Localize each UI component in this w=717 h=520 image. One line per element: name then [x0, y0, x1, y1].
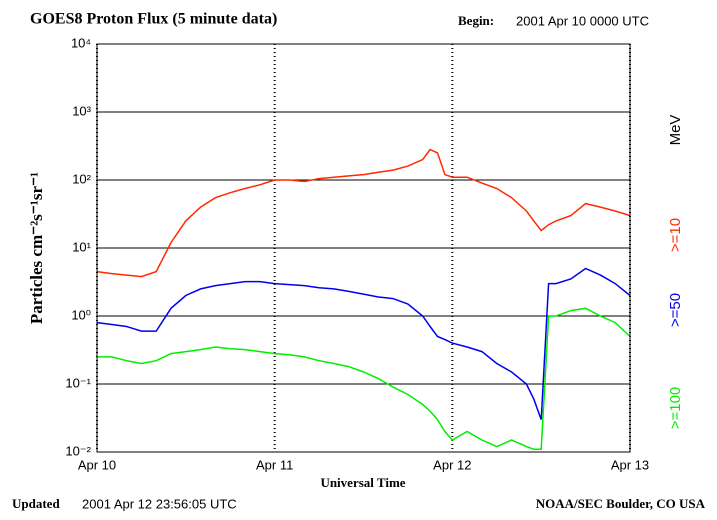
y-tick-label: 10³ [72, 103, 91, 118]
y-tick-label: 10⁴ [71, 35, 91, 50]
updated-label: Updated [12, 496, 60, 511]
x-tick-label: Apr 12 [433, 457, 471, 472]
y-tick-label: 10⁻² [65, 443, 91, 458]
legend-label: >=100 [667, 387, 684, 430]
begin-value: 2001 Apr 10 0000 UTC [516, 13, 649, 28]
begin-label: Begin: [458, 13, 494, 28]
source: NOAA/SEC Boulder, CO USA [536, 496, 706, 511]
chart-title: GOES8 Proton Flux (5 minute data) [30, 11, 277, 28]
series-line [96, 267, 631, 420]
y-axis-label: Particles cm⁻²s⁻¹sr⁻¹ [27, 172, 46, 324]
series-line [96, 148, 631, 278]
series-line [97, 307, 631, 450]
x-tick-label: Apr 10 [78, 457, 116, 472]
y-tick-label: 10² [72, 171, 91, 186]
y-tick-label: 10¹ [72, 239, 91, 254]
y-tick-label: 10⁰ [71, 307, 91, 322]
updated-value: 2001 Apr 12 23:56:05 UTC [82, 496, 237, 511]
x-tick-label: Apr 11 [256, 457, 293, 472]
x-tick-label: Apr 13 [611, 457, 649, 472]
legend-label: >=10 [667, 218, 684, 252]
x-axis-label: Universal Time [320, 475, 405, 490]
y-tick-label: 10⁻¹ [65, 375, 91, 390]
legend-label: >=50 [667, 293, 684, 327]
unit-label: MeV [667, 115, 684, 146]
plot-frame [96, 43, 631, 453]
